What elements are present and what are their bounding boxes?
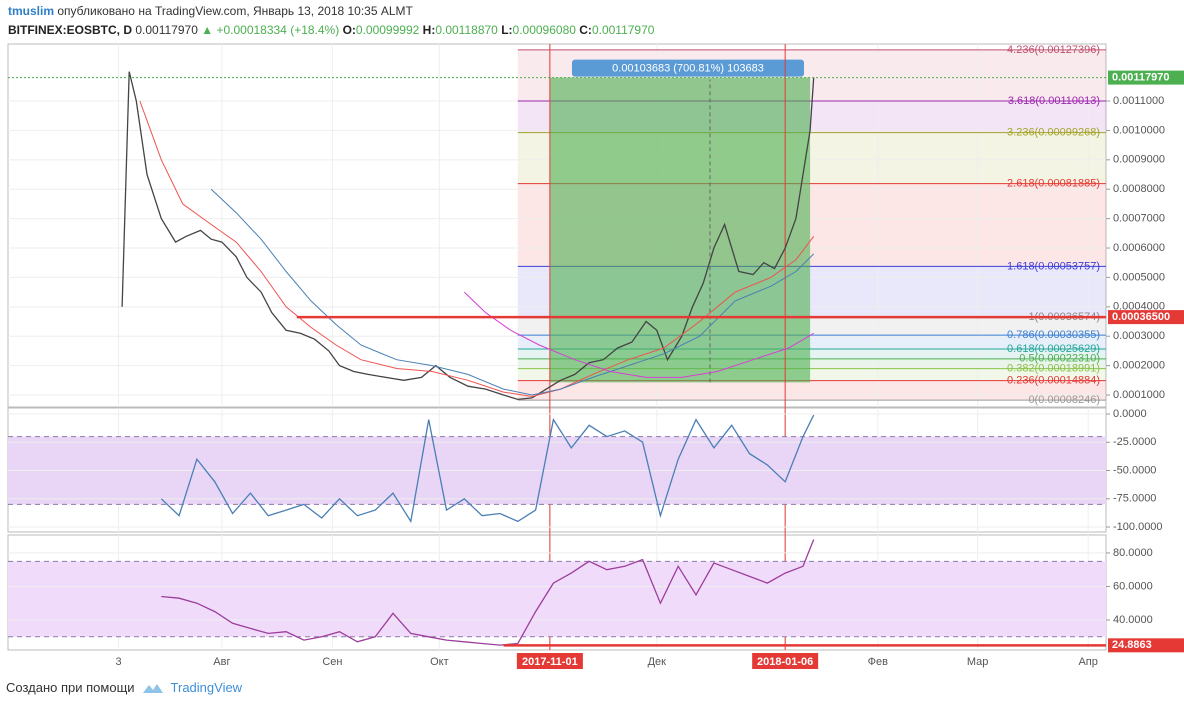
footer-text: Создано при помощи [6, 680, 135, 695]
x-tick-label: Мар [967, 656, 989, 668]
y-tick-label: 0.0006000 [1113, 242, 1165, 254]
measure-box [549, 77, 811, 383]
price-label-bg [1108, 310, 1184, 325]
y-tick-label: -50.0000 [1113, 464, 1156, 476]
c-label: C: [579, 23, 592, 37]
series-line [161, 539, 815, 646]
fib-label: 3.236(0.00099268) [1007, 126, 1100, 138]
x-tick-label: 3 [115, 656, 121, 668]
open: 0.00099992 [355, 23, 420, 37]
y-tick-label: -75.0000 [1113, 493, 1156, 505]
x-tick-label: 2018-01-06 [757, 656, 813, 668]
footer: Создано при помощи TradingView [6, 680, 242, 695]
x-tick-label: Апр [1078, 656, 1097, 668]
y-tick-label: -25.0000 [1113, 436, 1156, 448]
y-tick-label: 0.0010000 [1113, 124, 1165, 136]
x-label-bg [516, 653, 583, 669]
tv-logo [142, 683, 163, 693]
x-tick-label: Окт [430, 656, 449, 668]
high: 0.00118870 [435, 23, 498, 37]
up-arrow: ▲ [201, 23, 214, 37]
h-label: H: [422, 23, 436, 37]
change: +0.00018334 (+18.4%) [216, 23, 340, 37]
main-pane [7, 43, 1107, 408]
y-tick-label: 0.0002000 [1113, 360, 1165, 372]
y-tick-label: 0.0008000 [1113, 183, 1165, 195]
fib-band [517, 349, 1106, 359]
band [8, 561, 1106, 637]
series-line [463, 291, 814, 378]
measure-label-bg [571, 59, 804, 77]
y-tick-label: 0.0003000 [1113, 330, 1165, 342]
price-label: 24.8863 [1112, 639, 1152, 651]
fib-label: 0.786(0.00030355) [1007, 329, 1100, 341]
fib-label: 0(0.00008246) [1028, 394, 1100, 406]
price-label-bg [1108, 70, 1184, 85]
y-tick-label: 0.0005000 [1113, 271, 1165, 283]
y-tick-label: 80.0000 [1113, 547, 1153, 559]
y-tick-label: 60.0000 [1113, 580, 1153, 592]
series-line [121, 71, 815, 401]
fib-label: 2.618(0.00081885) [1007, 178, 1100, 190]
x-tick-label: 2017-11-01 [522, 656, 578, 668]
user[interactable]: tmuslim [8, 4, 55, 18]
l-label: L: [501, 23, 513, 37]
footer-brand[interactable]: TradingView [170, 680, 243, 695]
fib-label: 4.236(0.00127396) [1007, 44, 1100, 56]
measure-label: 0.00103683 (700.81%) 103683 [612, 63, 764, 75]
y-tick-label: 0.0001000 [1113, 389, 1165, 401]
y-tick-label: 0.0009000 [1113, 154, 1165, 166]
close: 0.00117970 [591, 23, 655, 37]
last: 0.00117970 [135, 23, 198, 37]
x-tick-label: Фев [868, 656, 888, 668]
fib-label: 0.236(0.00014884) [1007, 375, 1100, 387]
low: 0.00096080 [512, 23, 576, 37]
fib-label: 1.618(0.00053757) [1007, 260, 1100, 272]
price-label: 0.00117970 [1112, 72, 1170, 84]
fib-label: 0.5(0.00022310) [1019, 353, 1100, 365]
y-tick-label: 0.0000 [1113, 408, 1147, 420]
y-tick-label: 0.0007000 [1113, 213, 1165, 225]
header: tmuslim опубликовано на TradingView.com,… [8, 2, 654, 40]
x-label-bg [752, 653, 819, 669]
fib-label: 0.382(0.00018991) [1007, 362, 1100, 374]
x-tick-label: Дек [648, 656, 667, 668]
published: опубликовано на TradingView.com, Январь … [57, 4, 413, 18]
chart: 0.00010000.00020000.00030000.00040000.00… [7, 43, 1184, 669]
fib-label: 0.618(0.00025629) [1007, 343, 1100, 355]
x-tick-label: Авг [213, 656, 230, 668]
fib-band [517, 358, 1106, 369]
symbol: BITFINEX:EOSBTC, D [8, 23, 133, 37]
series-line [210, 188, 815, 396]
series-line [160, 414, 815, 524]
y-tick-label: 40.0000 [1113, 614, 1153, 626]
fib-label: 3.618(0.00110013) [1008, 95, 1100, 107]
y-tick-label: -100.0000 [1113, 521, 1163, 533]
price-label: 0.00036500 [1112, 311, 1170, 323]
o-label: O: [342, 23, 356, 37]
y-tick-label: 0.0011000 [1113, 95, 1164, 107]
price-label-bg [1108, 638, 1184, 653]
y-tick-label: 0.0004000 [1113, 301, 1165, 313]
x-tick-label: Сен [322, 656, 342, 668]
